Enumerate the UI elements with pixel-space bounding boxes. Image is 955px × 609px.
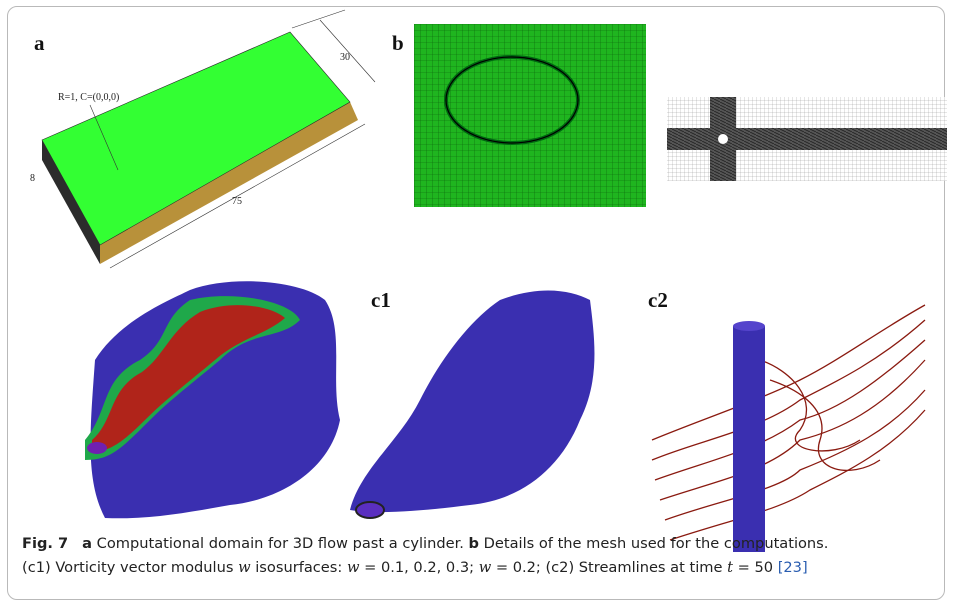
dim-label: 30 [340, 52, 350, 63]
panel-c: c1 c2 [85, 281, 925, 552]
panel-label: b [392, 31, 404, 55]
cylinder [733, 326, 765, 552]
streamlines [652, 305, 925, 540]
citation[interactable]: [23] [778, 559, 808, 576]
caption-text: Details of the mesh used for the computa… [484, 535, 829, 552]
panel-label: c1 [371, 288, 391, 312]
cylinder [356, 502, 384, 518]
figure: a 30 R=1, C=(0,0,0) 8 75 b c1 c2 [0, 0, 955, 609]
panel-label: a [34, 31, 45, 55]
caption-text: isosurfaces: [251, 559, 347, 576]
page: {"panels": {"a": {"label": "a", "dims": … [0, 0, 955, 609]
caption-text: = 0.1, 0.2, 0.3; [359, 559, 478, 576]
cylinder-top [733, 321, 765, 331]
panel-b: b [392, 24, 947, 207]
caption-text: = 0.2; (c2) Streamlines at time [491, 559, 727, 576]
cylinder [87, 442, 107, 454]
panel-a: a 30 R=1, C=(0,0,0) 8 75 [30, 10, 375, 268]
caption-text: Computational domain for 3D flow past a … [97, 535, 464, 552]
dim-line [292, 10, 345, 28]
math: w [238, 559, 251, 576]
math: w [347, 559, 360, 576]
caption-text: (c1) Vorticity vector modulus [22, 559, 238, 576]
caption: Fig. 7 a Computational domain for 3D flo… [22, 532, 937, 580]
caption-line: Fig. 7 a Computational domain for 3D flo… [22, 532, 937, 556]
dim-label: 75 [232, 196, 242, 207]
panel-ref: b [469, 535, 479, 552]
panel-label: c2 [648, 288, 668, 312]
caption-line: (c1) Vorticity vector modulus w isosurfa… [22, 556, 937, 580]
isosurface [350, 291, 594, 513]
math: w [479, 559, 492, 576]
panel-ref: a [82, 535, 92, 552]
caption-text: = 50 [733, 559, 778, 576]
dim-line [320, 20, 375, 82]
dim-label: R=1, C=(0,0,0) [58, 92, 119, 103]
wake-mesh [667, 128, 947, 150]
dim-label: 8 [30, 173, 35, 184]
cylinder [718, 134, 728, 144]
fig-label: Fig. 7 [22, 535, 68, 552]
